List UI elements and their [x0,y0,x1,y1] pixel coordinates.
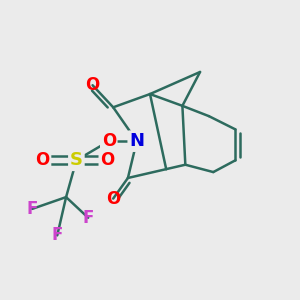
Text: N: N [129,132,144,150]
Text: O: O [102,132,116,150]
Text: S: S [70,151,83,169]
Text: F: F [52,226,63,244]
Text: O: O [35,151,50,169]
Text: O: O [106,190,120,208]
Text: O: O [85,76,100,94]
Text: O: O [100,151,114,169]
Text: F: F [82,209,94,227]
Text: F: F [26,200,38,218]
